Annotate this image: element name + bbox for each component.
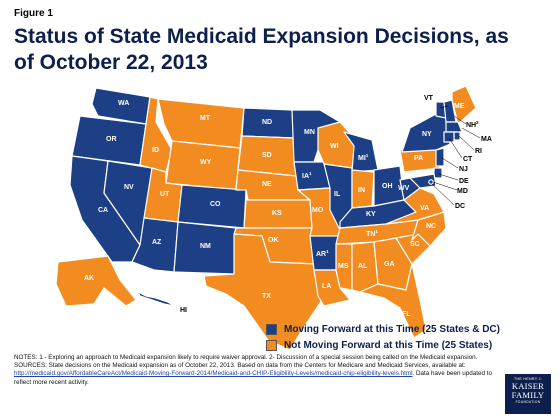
state-label-nj: NJ xyxy=(459,166,468,173)
state-label-ok: OK xyxy=(268,237,279,244)
state-md xyxy=(409,173,437,189)
state-label-al: AL xyxy=(358,263,368,270)
state-label-fl: FL xyxy=(402,311,411,318)
state-labels: WA OR CA NV ID MT WY UT AZ CO NM ND SD NE KS OK TX MN IA1 M… xyxy=(84,95,492,318)
state-label-md: MD xyxy=(457,188,468,195)
state-note-tn: 1 xyxy=(375,229,378,234)
state-label-sd: SD xyxy=(262,152,272,159)
state-label-mt: MT xyxy=(200,115,211,122)
legend-swatch-moving-forward xyxy=(266,324,277,335)
state-va xyxy=(385,187,445,225)
state-label-ca: CA xyxy=(98,207,108,214)
state-label-wv: WV xyxy=(398,185,410,192)
map-title: Status of State Medicaid Expansion Decis… xyxy=(14,25,509,74)
state-label-pa: PA xyxy=(414,155,423,162)
kff-logo: THE HENRY J. KAISER FAMILY FOUNDATION xyxy=(505,374,551,414)
state-label-il: IL xyxy=(334,191,341,198)
state-note-ia: 1 xyxy=(309,171,312,176)
state-label-la: LA xyxy=(322,283,331,290)
state-label-va: VA xyxy=(420,205,429,212)
source-link[interactable]: http://medicaid.gov/AffordableCareAct/Me… xyxy=(14,370,413,378)
state-label-nm: NM xyxy=(200,243,211,250)
legend-label-not-moving-forward: Not Moving Forward at this Time (25 Stat… xyxy=(284,340,493,351)
state-note-nh: 2 xyxy=(476,120,479,125)
state-label-ri: RI xyxy=(475,148,482,155)
state-label-in: IN xyxy=(358,187,365,194)
map-legend: Moving Forward at this Time (25 States &… xyxy=(266,322,500,354)
state-label-dc: DC xyxy=(455,203,465,210)
state-nj xyxy=(435,147,445,167)
state-label-ct: CT xyxy=(463,156,473,163)
state-label-wi: WI xyxy=(330,143,339,150)
logo-foundation: FOUNDATION xyxy=(515,400,541,404)
sources-prefix: SOURCES: State decisions on the Medicaid… xyxy=(14,362,466,370)
state-label-mi: MI1 xyxy=(358,153,369,162)
state-label-ut: UT xyxy=(160,191,170,198)
state-ct xyxy=(443,131,455,143)
state-fl xyxy=(359,263,427,339)
state-label-tx: TX xyxy=(262,293,271,300)
state-label-ny: NY xyxy=(422,131,432,138)
state-label-ia: IA1 xyxy=(302,171,312,180)
state-me xyxy=(451,85,477,125)
state-ms xyxy=(335,243,353,291)
state-label-hi: HI xyxy=(180,307,187,314)
state-label-ar: AR1 xyxy=(316,249,329,258)
legend-swatch-not-moving-forward xyxy=(266,340,277,351)
state-label-mo: MO xyxy=(312,207,324,214)
state-label-co: CO xyxy=(210,201,221,208)
state-wa xyxy=(91,87,151,125)
state-label-ks: KS xyxy=(272,210,282,217)
sources-suffix: . Data have been updated to reflect more… xyxy=(14,370,492,386)
state-note-ar: 1 xyxy=(326,249,329,254)
logo-line1: THE HENRY J. xyxy=(513,377,543,381)
state-label-sc: SC xyxy=(410,241,420,248)
state-label-az: AZ xyxy=(152,239,162,246)
state-label-de: DE xyxy=(459,178,469,185)
state-label-or: OR xyxy=(106,136,117,143)
state-mt xyxy=(157,98,245,149)
state-label-ma: MA xyxy=(481,136,492,143)
state-label-nh: NH2 xyxy=(466,120,479,129)
state-label-vt: VT xyxy=(424,95,434,102)
state-hi xyxy=(137,291,175,307)
state-note-mi: 1 xyxy=(366,153,369,158)
state-label-ak: AK xyxy=(84,275,94,282)
state-dc xyxy=(428,179,434,185)
state-ma xyxy=(445,121,463,133)
state-label-me: ME xyxy=(454,103,465,110)
logo-kaiser: KAISER xyxy=(511,381,545,391)
state-label-wy: WY xyxy=(200,159,212,166)
state-label-wa: WA xyxy=(118,100,129,107)
state-label-ne: NE xyxy=(262,181,272,188)
state-label-ms: MS xyxy=(338,263,349,270)
state-label-mn: MN xyxy=(304,129,315,136)
state-tx xyxy=(203,233,323,351)
state-label-oh: OH xyxy=(382,183,393,190)
state-label-ga: GA xyxy=(384,261,395,268)
figure-label: Figure 1 xyxy=(14,8,53,19)
legend-item-not-moving-forward: Not Moving Forward at this Time (25 Stat… xyxy=(266,338,500,353)
legend-item-moving-forward: Moving Forward at this Time (25 States &… xyxy=(266,322,500,337)
logo-family: FAMILY xyxy=(511,390,545,400)
state-label-nc: NC xyxy=(426,223,436,230)
state-label-nd: ND xyxy=(262,119,272,126)
state-label-ky: KY xyxy=(366,211,376,218)
state-label-tn: TN1 xyxy=(366,229,378,238)
notes-text: NOTES: 1 - Exploring an approach to Medi… xyxy=(14,354,478,361)
state-label-nv: NV xyxy=(124,184,134,191)
state-de xyxy=(433,167,443,179)
state-ak xyxy=(55,255,137,307)
state-label-id: ID xyxy=(152,147,159,154)
footnotes: NOTES: 1 - Exploring an approach to Medi… xyxy=(14,354,500,387)
legend-label-moving-forward: Moving Forward at this Time (25 States &… xyxy=(284,324,500,335)
sources-text: SOURCES: State decisions on the Medicaid… xyxy=(14,362,500,387)
